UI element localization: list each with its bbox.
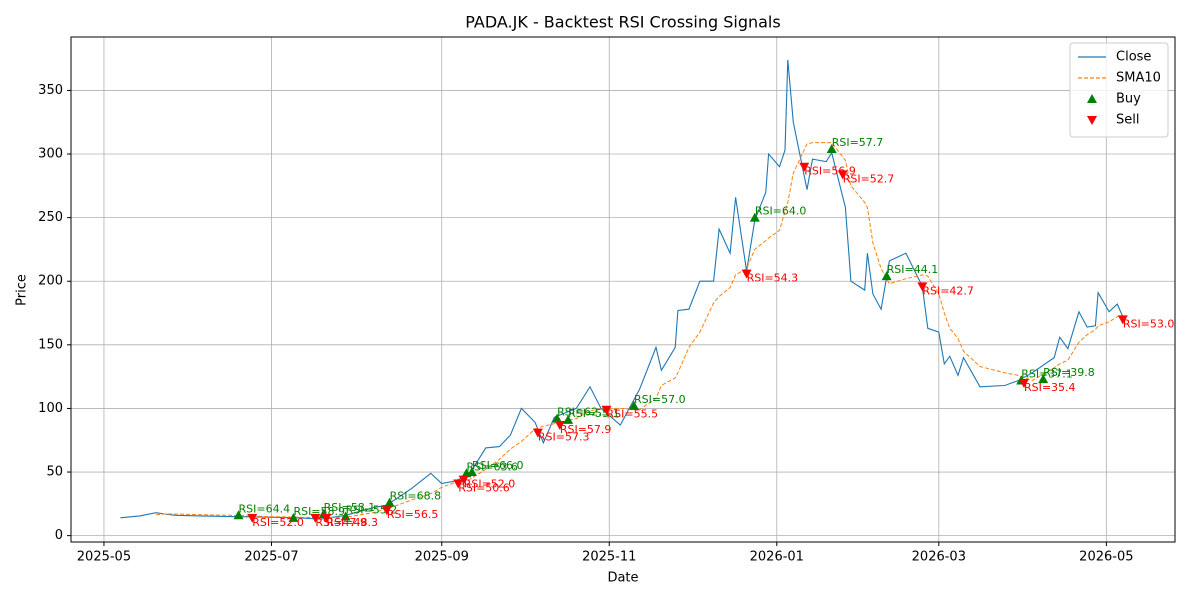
legend-box xyxy=(1069,42,1169,138)
signal-label: RSI=35.4 xyxy=(1024,381,1076,394)
legend-label: Close xyxy=(1116,50,1151,65)
signal-label: RSI=52.0 xyxy=(464,478,516,491)
signal-label: RSI=64.4 xyxy=(239,502,291,515)
signal-marker xyxy=(881,271,892,281)
y-tick-label: 0 xyxy=(55,528,63,543)
y-tick-label: 200 xyxy=(38,274,63,289)
signal-marker xyxy=(826,143,837,153)
signal-label: RSI=50.6 xyxy=(458,481,510,494)
signal-label: RSI=44.1 xyxy=(887,263,939,276)
signal-label: RSI=52.7 xyxy=(843,172,895,185)
signal-label: RSI=37.1 xyxy=(1021,367,1073,380)
signal-label: RSI=57.0 xyxy=(634,393,686,406)
signal-label: RSI=68.8 xyxy=(390,490,442,503)
signal-label: RSI=48.3 xyxy=(326,516,378,529)
y-tick-label: 300 xyxy=(38,147,63,162)
signal-label: RSI=64.0 xyxy=(755,205,807,218)
signal-label: RSI=57.3 xyxy=(538,431,590,444)
signal-marker xyxy=(233,510,244,520)
signal-marker xyxy=(340,511,351,521)
signal-marker xyxy=(384,497,395,507)
signal-label: RSI=54.3 xyxy=(747,272,799,285)
signal-marker xyxy=(749,212,760,222)
y-tick-label: 100 xyxy=(38,401,63,416)
signal-marker xyxy=(381,506,392,516)
signal-marker xyxy=(554,420,565,430)
signal-marker xyxy=(288,512,299,522)
signal-label: RSI=57.7 xyxy=(832,136,884,149)
signal-marker xyxy=(628,400,639,410)
legend-label: Buy xyxy=(1116,92,1141,107)
x-tick-label: 2026-01 xyxy=(750,550,804,565)
signal-label: RSI=52.0 xyxy=(252,516,304,529)
signal-marker xyxy=(552,413,563,423)
x-tick-label: 2025-09 xyxy=(415,550,469,565)
y-tick-label: 150 xyxy=(38,337,63,352)
signal-label: RSI=58.1 xyxy=(324,501,376,514)
x-tick-label: 2025-05 xyxy=(77,550,131,565)
signal-marker xyxy=(453,479,464,489)
signal-label: RSI=39.8 xyxy=(1043,366,1095,379)
signal-marker xyxy=(532,428,543,438)
signal-marker xyxy=(247,513,258,523)
x-tick-label: 2025-11 xyxy=(582,550,636,565)
legend-marker xyxy=(1087,116,1097,125)
signal-label: RSI=63.6 xyxy=(466,460,518,473)
signal-marker xyxy=(1038,374,1049,384)
signal-label: RSI=56.5 xyxy=(387,508,439,521)
signal-label: RSI=42.7 xyxy=(922,284,974,297)
line-series xyxy=(156,142,1124,519)
y-tick-label: 350 xyxy=(38,83,63,98)
signal-marker xyxy=(563,414,574,424)
signal-marker xyxy=(310,513,321,523)
plot-frame xyxy=(70,36,1176,543)
signal-label: RSI=53.0 xyxy=(1123,317,1175,330)
signal-label: RSI=57.9 xyxy=(560,423,612,436)
legend-marker xyxy=(1087,94,1097,103)
signal-label: RSI=62.3 xyxy=(557,406,609,419)
signal-marker xyxy=(601,405,612,415)
x-axis-label: Date xyxy=(607,571,638,586)
chart-title: PADA.JK - Backtest RSI Crossing Signals xyxy=(465,13,780,32)
x-tick-label: 2025-07 xyxy=(244,550,298,565)
signal-marker xyxy=(1018,378,1029,388)
legend-label: Sell xyxy=(1116,113,1139,128)
signal-label: RSI=55.5 xyxy=(607,408,659,421)
y-tick-label: 50 xyxy=(46,465,63,480)
signal-marker xyxy=(1117,315,1128,325)
signal-marker xyxy=(458,475,469,485)
legend-label: SMA10 xyxy=(1116,71,1161,86)
signal-marker xyxy=(799,162,810,172)
signal-marker xyxy=(741,269,752,279)
signal-marker xyxy=(837,170,848,180)
x-tick-label: 2026-03 xyxy=(912,550,966,565)
signal-marker xyxy=(917,282,928,292)
y-tick-label: 250 xyxy=(38,210,63,225)
signal-marker xyxy=(321,513,332,523)
x-tick-label: 2026-05 xyxy=(1079,550,1133,565)
signal-label: RSI=66.0 xyxy=(472,459,524,472)
signal-label: RSI=58.9 xyxy=(293,505,345,518)
y-axis-label: Price xyxy=(15,274,30,306)
signal-marker xyxy=(466,467,477,477)
